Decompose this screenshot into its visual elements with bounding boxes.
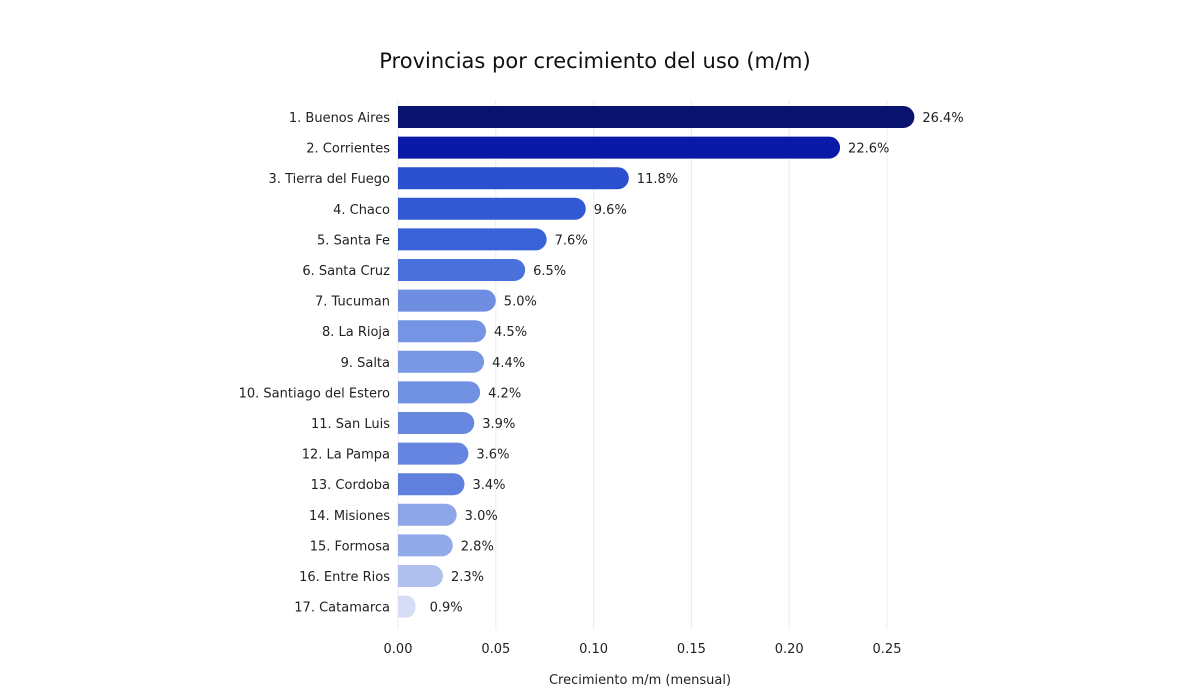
data-label: 26.4%: [922, 111, 963, 126]
bar: [398, 167, 629, 190]
data-label: 7.6%: [555, 233, 588, 248]
category-label: 8. La Rioja: [322, 325, 390, 340]
data-label: 4.2%: [488, 386, 521, 401]
category-label: 13. Cordoba: [311, 478, 390, 493]
category-label: 5. Santa Fe: [317, 233, 390, 248]
x-tick-label: 0.15: [677, 642, 706, 657]
bar: [398, 565, 443, 587]
data-label: 4.5%: [494, 325, 527, 340]
chart-title: Provincias por crecimiento del uso (m/m): [379, 49, 810, 73]
bar: [398, 534, 453, 557]
category-label: 2. Corrientes: [306, 142, 390, 157]
category-label: 14. Misiones: [309, 509, 390, 524]
bar: [398, 412, 475, 434]
data-label: 9.6%: [594, 203, 627, 218]
x-tick-label: 0.05: [481, 642, 510, 657]
category-label: 12. La Pampa: [302, 448, 390, 463]
bar: [398, 136, 841, 159]
category-label: 4. Chaco: [333, 203, 390, 218]
category-label: 7. Tucuman: [315, 295, 390, 310]
data-label: 3.9%: [482, 417, 515, 432]
data-label: 2.3%: [451, 570, 484, 585]
bar: [398, 259, 526, 281]
bar: [398, 595, 416, 618]
bar: [398, 350, 485, 373]
data-label: 4.4%: [492, 356, 525, 371]
data-label: 3.6%: [476, 448, 509, 463]
category-label: 3. Tierra del Fuego: [269, 172, 390, 187]
data-label: 3.4%: [473, 478, 506, 493]
data-label: 5.0%: [504, 295, 537, 310]
data-label: 2.8%: [461, 539, 494, 554]
data-label: 22.6%: [848, 142, 889, 157]
x-tick-label: 0.25: [873, 642, 902, 657]
bar: [398, 228, 547, 251]
category-label: 16. Entre Rios: [299, 570, 390, 585]
bar: [398, 381, 481, 404]
x-tick-label: 0.00: [384, 642, 413, 657]
category-label: 15. Formosa: [310, 539, 390, 554]
x-tick-label: 0.10: [579, 642, 608, 657]
bar: [398, 106, 915, 128]
bar: [398, 289, 496, 312]
category-label: 11. San Luis: [311, 417, 390, 432]
data-label: 0.9%: [430, 601, 463, 616]
bar: [398, 473, 465, 496]
category-label: 10. Santiago del Estero: [239, 386, 390, 401]
data-label: 6.5%: [533, 264, 566, 279]
data-label: 11.8%: [637, 172, 678, 187]
bar: [398, 503, 457, 526]
bar: [398, 442, 469, 465]
bar: [398, 320, 487, 343]
category-label: 6. Santa Cruz: [302, 264, 390, 279]
data-label: 3.0%: [465, 509, 498, 524]
x-axis-label: Crecimiento m/m (mensual): [549, 673, 731, 688]
category-label: 1. Buenos Aires: [289, 111, 390, 126]
x-tick-label: 0.20: [775, 642, 804, 657]
category-label: 17. Catamarca: [294, 601, 390, 616]
category-label: 9. Salta: [341, 356, 390, 371]
bar: [398, 197, 586, 220]
